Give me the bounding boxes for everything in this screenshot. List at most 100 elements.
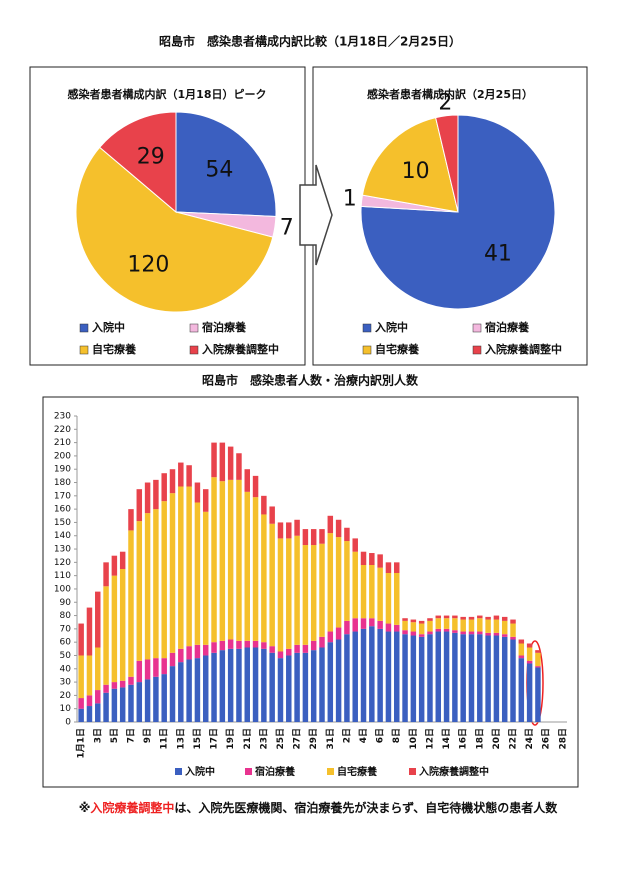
x-tick-label: 10日 [408, 728, 419, 750]
bar-segment [277, 651, 284, 659]
x-tick-label: 18日 [474, 728, 485, 750]
bar-segment [194, 502, 201, 645]
bar-segment [236, 640, 242, 649]
x-tick-label: 12日 [424, 728, 435, 750]
legend-label: 宿泊療養 [202, 320, 246, 334]
bar-segment [510, 623, 516, 637]
bar-segment [535, 667, 541, 722]
bar-segment [535, 666, 541, 668]
bar-segment [161, 473, 167, 502]
bar-segment [294, 644, 300, 653]
bar-segment [244, 469, 250, 492]
bar-segment [144, 513, 151, 660]
data-label: 2 [438, 91, 452, 116]
bar-segment [86, 706, 93, 722]
legend-label: 入院療養調整中 [485, 342, 562, 356]
legend-swatch [79, 345, 89, 355]
footnote: ※入院療養調整中は、入院先医療機関、宿泊療養先が決まらず、自宅待機状態の患者人数 [79, 800, 559, 815]
footnote-mark: ※ [79, 801, 91, 815]
bar-segment [219, 481, 226, 641]
bar-segment [111, 575, 118, 683]
bar-segment [269, 523, 275, 647]
bar-segment [302, 529, 309, 546]
bar-segment [460, 634, 466, 722]
bar-segment [202, 511, 209, 645]
x-tick-label: 6日 [375, 728, 386, 743]
bar-segment [252, 497, 259, 641]
data-label: 10 [402, 159, 430, 184]
bar-segment [369, 626, 375, 722]
bar-segment [360, 551, 367, 566]
bar-segment [78, 623, 84, 656]
x-tick-label: 8日 [391, 728, 402, 743]
data-label: 54 [205, 158, 233, 183]
bar-segment [136, 489, 143, 522]
bar-segment [394, 572, 400, 625]
bar-segment [526, 660, 533, 664]
bar-segment [394, 624, 400, 632]
bar-segment [452, 615, 458, 619]
x-tick-label: 24日 [524, 728, 535, 750]
bar-segment [344, 634, 350, 722]
bar-segment [369, 553, 375, 566]
bar-segment [211, 442, 217, 478]
y-tick-label: 80 [60, 611, 72, 621]
bar-segment [443, 618, 450, 629]
bar-segment [452, 632, 458, 722]
bar-segment [377, 620, 383, 629]
y-tick-label: 90 [60, 598, 72, 608]
bar-segment [510, 636, 516, 640]
bar-segment [402, 618, 408, 621]
bar-segment [535, 652, 541, 667]
y-tick-label: 120 [54, 558, 71, 568]
bar-segment [294, 519, 300, 536]
data-label: 120 [127, 252, 169, 277]
bar-segment [86, 607, 93, 656]
legend-label: 宿泊療養 [255, 765, 295, 778]
y-tick-label: 20 [60, 691, 72, 701]
x-tick-label: 25日 [275, 728, 286, 750]
bar-segment [194, 644, 201, 659]
bar-segment [510, 639, 516, 722]
bar-segment [302, 545, 309, 645]
bar-segment [468, 619, 475, 632]
x-tick-label: 5日 [109, 728, 120, 743]
x-tick-label: 13日 [175, 728, 186, 750]
bar-segment [526, 643, 533, 648]
x-tick-label: 14日 [441, 728, 452, 750]
bar-segment [144, 482, 151, 514]
bar-segment [153, 658, 159, 677]
bar-segment [335, 627, 342, 640]
bar-segment [526, 647, 533, 661]
x-tick-label: 2日 [341, 728, 352, 743]
bar-segment [510, 619, 516, 624]
bar-segment [427, 634, 433, 722]
bar-segment [335, 537, 342, 628]
bar-segment [501, 636, 508, 722]
bar-segment [360, 565, 367, 619]
bar-segment [178, 662, 184, 722]
bar-segment [261, 514, 267, 643]
y-tick-label: 230 [54, 412, 71, 422]
x-tick-label: 27日 [292, 728, 303, 750]
bar-segment [236, 479, 242, 641]
bar-segment [435, 631, 442, 722]
bar-segment [518, 655, 525, 659]
bar-segment [435, 618, 442, 629]
data-label: 1 [343, 186, 357, 211]
bar-segment [360, 628, 367, 722]
bar-segment [194, 482, 201, 503]
bar-segment [501, 620, 508, 635]
bar-segment [410, 622, 417, 632]
x-tick-label: 20日 [491, 728, 502, 750]
pie-slice [361, 117, 459, 213]
x-tick-label: 4日 [358, 728, 369, 743]
bar-segment [252, 647, 259, 722]
bar-segment [95, 690, 101, 704]
bar-segment [477, 615, 483, 619]
bar-segment [385, 562, 392, 573]
bar-segment [427, 631, 433, 635]
bar-segment [319, 647, 325, 722]
bar-segment [178, 648, 184, 663]
bar-segment [493, 632, 500, 636]
